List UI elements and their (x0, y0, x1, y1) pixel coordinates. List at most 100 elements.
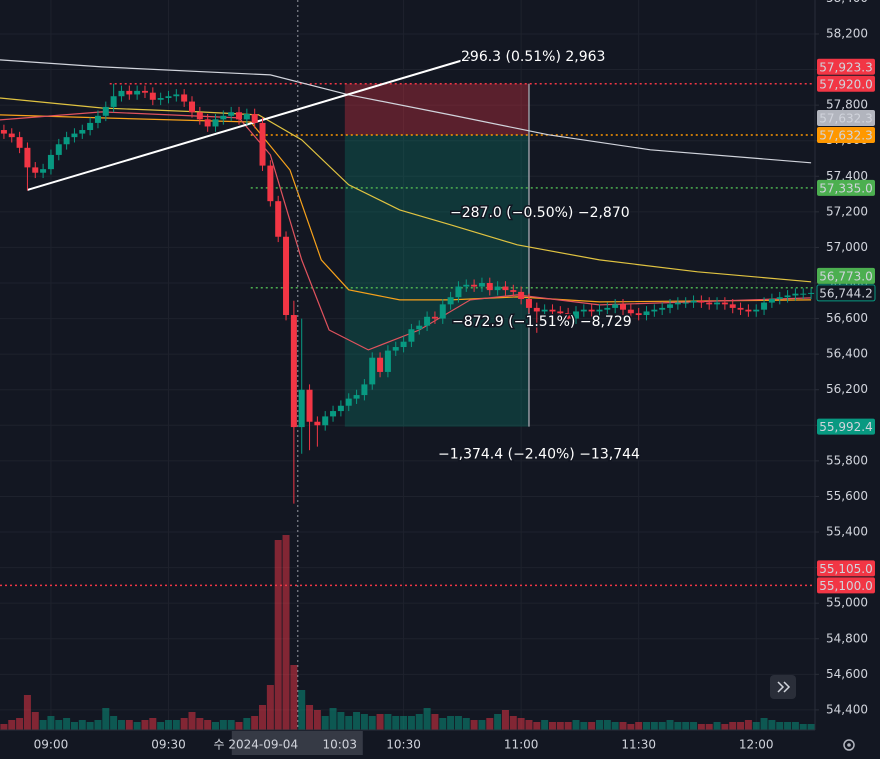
candle-body (416, 325, 423, 330)
candle-body (682, 302, 689, 304)
volume-bar (705, 724, 713, 730)
candle-body (165, 96, 172, 99)
x-tick-label: 11:00 (504, 738, 539, 752)
volume-bar (580, 722, 588, 730)
settings-button[interactable] (843, 739, 855, 751)
candle-body (290, 315, 297, 428)
volume-bar (16, 718, 24, 730)
candle-body (306, 389, 313, 422)
candle-body (776, 297, 783, 300)
candle-body (408, 329, 415, 342)
candle-body (596, 309, 603, 312)
price-label-bg (817, 560, 875, 577)
volume-bar (157, 722, 165, 730)
candle-body (706, 302, 713, 305)
settings-icon-dot[interactable] (847, 743, 851, 747)
price-label-bg (817, 577, 875, 594)
volume-bar (274, 540, 282, 730)
candle-body (314, 421, 321, 426)
volume-bar (697, 724, 705, 730)
volume-bar (384, 714, 392, 730)
candle-body (580, 309, 587, 312)
volume-bar (266, 685, 274, 730)
candle-body (134, 90, 141, 95)
candle-body (439, 304, 446, 319)
candle-body (800, 293, 807, 295)
volume-bar (31, 712, 39, 730)
volume-bar (196, 718, 204, 730)
volume-bar (306, 705, 314, 730)
volume-bar (611, 722, 619, 730)
candle-body (690, 300, 697, 303)
candle-body (55, 144, 62, 155)
price-label-bg (817, 75, 875, 92)
volume-bar (729, 722, 737, 730)
volume-bar (400, 716, 408, 730)
candle-body (63, 137, 70, 145)
y-tick-label: 56,200 (826, 382, 868, 396)
volume-bar (588, 722, 596, 730)
moving-average (0, 59, 812, 164)
candle-body (525, 299, 532, 308)
volume-bar (227, 720, 235, 730)
candle-body (377, 357, 384, 372)
volume-bar (486, 718, 494, 730)
candle-body (126, 90, 133, 95)
x-tick-label: 09:00 (34, 738, 69, 752)
candle-body (463, 284, 470, 287)
volume-bar (235, 722, 243, 730)
candle-body (102, 106, 109, 116)
volume-bar (321, 716, 329, 730)
y-tick-label: 55,600 (826, 489, 868, 503)
position-label: 296.3 (0.51%) 2,963 (461, 49, 605, 65)
candle-body (455, 286, 462, 298)
volume-bar (251, 716, 259, 730)
price-label: 55,992.4 (819, 420, 872, 434)
volume-bar (548, 722, 556, 730)
candle-body (228, 112, 235, 116)
volume-bar (298, 690, 306, 730)
candle-body (698, 300, 705, 303)
y-tick-label: 58,200 (826, 26, 868, 40)
volume-bar (117, 720, 125, 730)
price-axis (815, 0, 880, 759)
candle-body (384, 350, 391, 372)
candle-body (753, 309, 760, 312)
position-label: −872.9 (−1.51%) −8,729 (452, 314, 632, 330)
volume-bar (776, 722, 784, 730)
candle-body (588, 309, 595, 312)
candle-body (792, 293, 799, 296)
volume-bar (282, 535, 290, 730)
volume-bar (125, 720, 133, 730)
candle-body (565, 313, 572, 319)
volume-bar (603, 720, 611, 730)
moving-average (0, 111, 812, 351)
candle-body (667, 304, 674, 308)
candle-body (243, 114, 250, 120)
settings-icon[interactable] (843, 739, 855, 751)
candle-body (604, 307, 611, 310)
candle-body (337, 405, 344, 412)
scroll-icon[interactable] (777, 681, 791, 693)
volume-bar (368, 716, 376, 730)
candle-body (267, 165, 274, 202)
price-label: 56,773.0 (819, 269, 872, 283)
candle-body (620, 304, 627, 310)
volume-bar (141, 720, 149, 730)
candle-body (518, 291, 525, 300)
volume-bar (525, 720, 533, 730)
volume-bar (212, 722, 220, 730)
price-label: 56,744.2 (819, 286, 872, 300)
candle-body (431, 316, 438, 319)
volume-bar (721, 724, 729, 730)
scroll-button[interactable] (770, 675, 796, 699)
volume-bar (454, 716, 462, 730)
candle-body (447, 297, 454, 305)
volume-bar (447, 716, 455, 730)
volume-bar (807, 724, 815, 730)
candle-body (761, 302, 768, 310)
volume-bar (494, 714, 502, 730)
candle-body (549, 309, 556, 312)
